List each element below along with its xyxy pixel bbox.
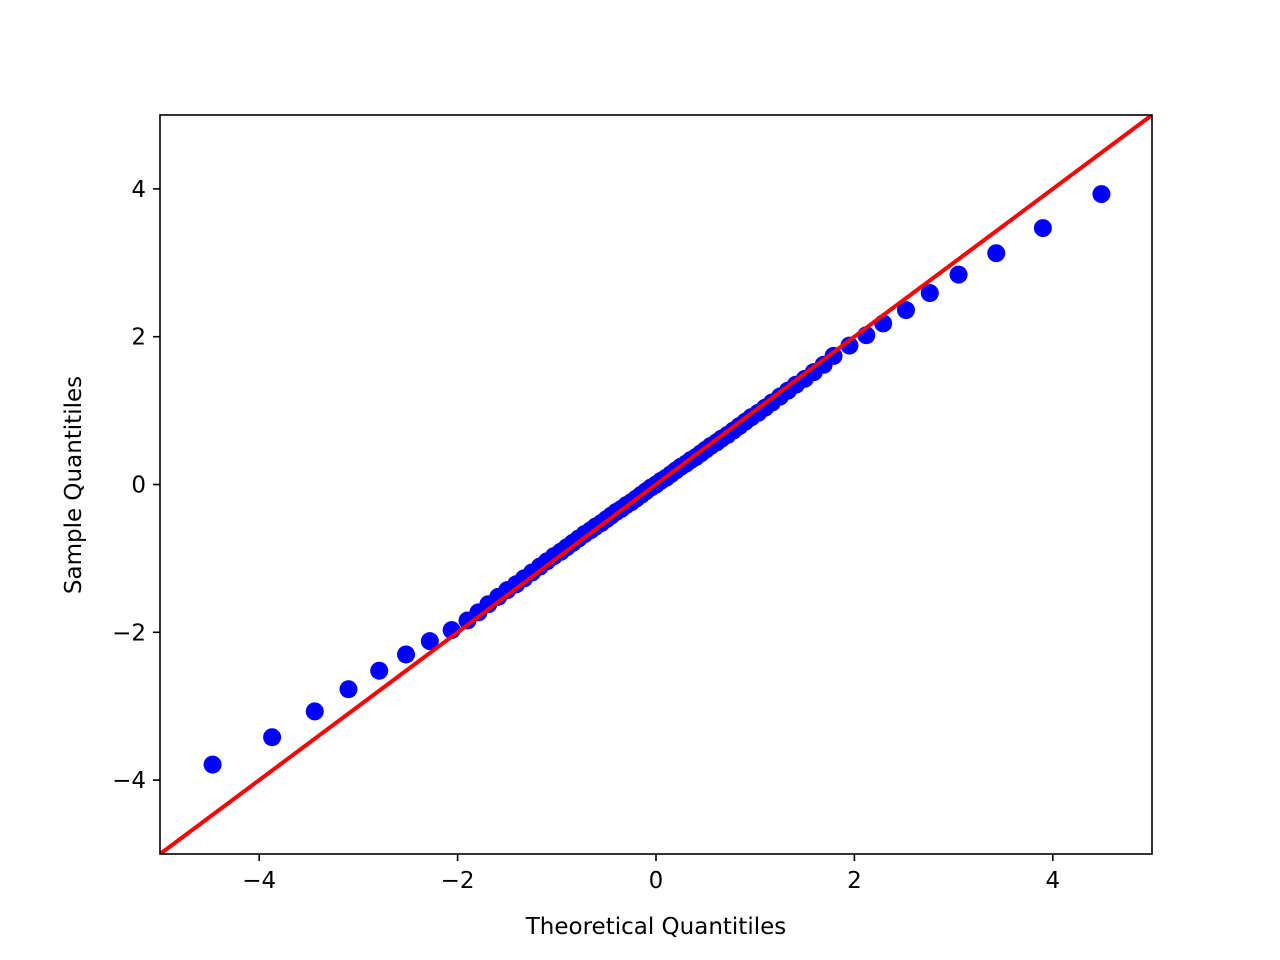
data-point-0 [203,755,222,774]
data-point-1 [263,728,282,747]
data-point-69 [896,301,915,320]
x-tick-label-2: 0 [649,868,664,894]
x-tick-label-4: 4 [1045,868,1060,894]
data-point-5 [397,645,416,664]
data-point-6 [420,632,439,651]
y-tick-label-1: −2 [112,620,146,646]
data-point-74 [1092,185,1111,204]
x-tick-label-3: 2 [847,868,862,894]
x-axis-title: Theoretical Quantitiles [525,914,787,940]
y-tick-label-2: 0 [131,473,146,499]
y-tick-label-0: −4 [112,768,146,794]
x-tick-label-0: −4 [242,868,276,894]
data-point-71 [949,265,968,284]
y-tick-label-3: 2 [131,325,146,351]
y-axis-title: Sample Quantitiles [61,376,87,594]
data-point-66 [840,336,859,355]
data-point-2 [305,702,324,721]
x-axis-ticks: −4 −2 0 2 4 [242,854,1060,894]
data-point-72 [987,244,1006,263]
data-point-65 [824,346,843,365]
reference-line [160,115,1152,854]
reference-line-layer [160,115,1152,854]
data-point-70 [920,284,939,303]
data-point-3 [339,680,358,699]
y-tick-label-4: 4 [131,177,146,203]
y-axis-ticks: −4 −2 0 2 4 [112,177,160,794]
x-tick-label-1: −2 [441,868,475,894]
data-point-73 [1033,219,1052,238]
data-point-4 [370,661,389,680]
